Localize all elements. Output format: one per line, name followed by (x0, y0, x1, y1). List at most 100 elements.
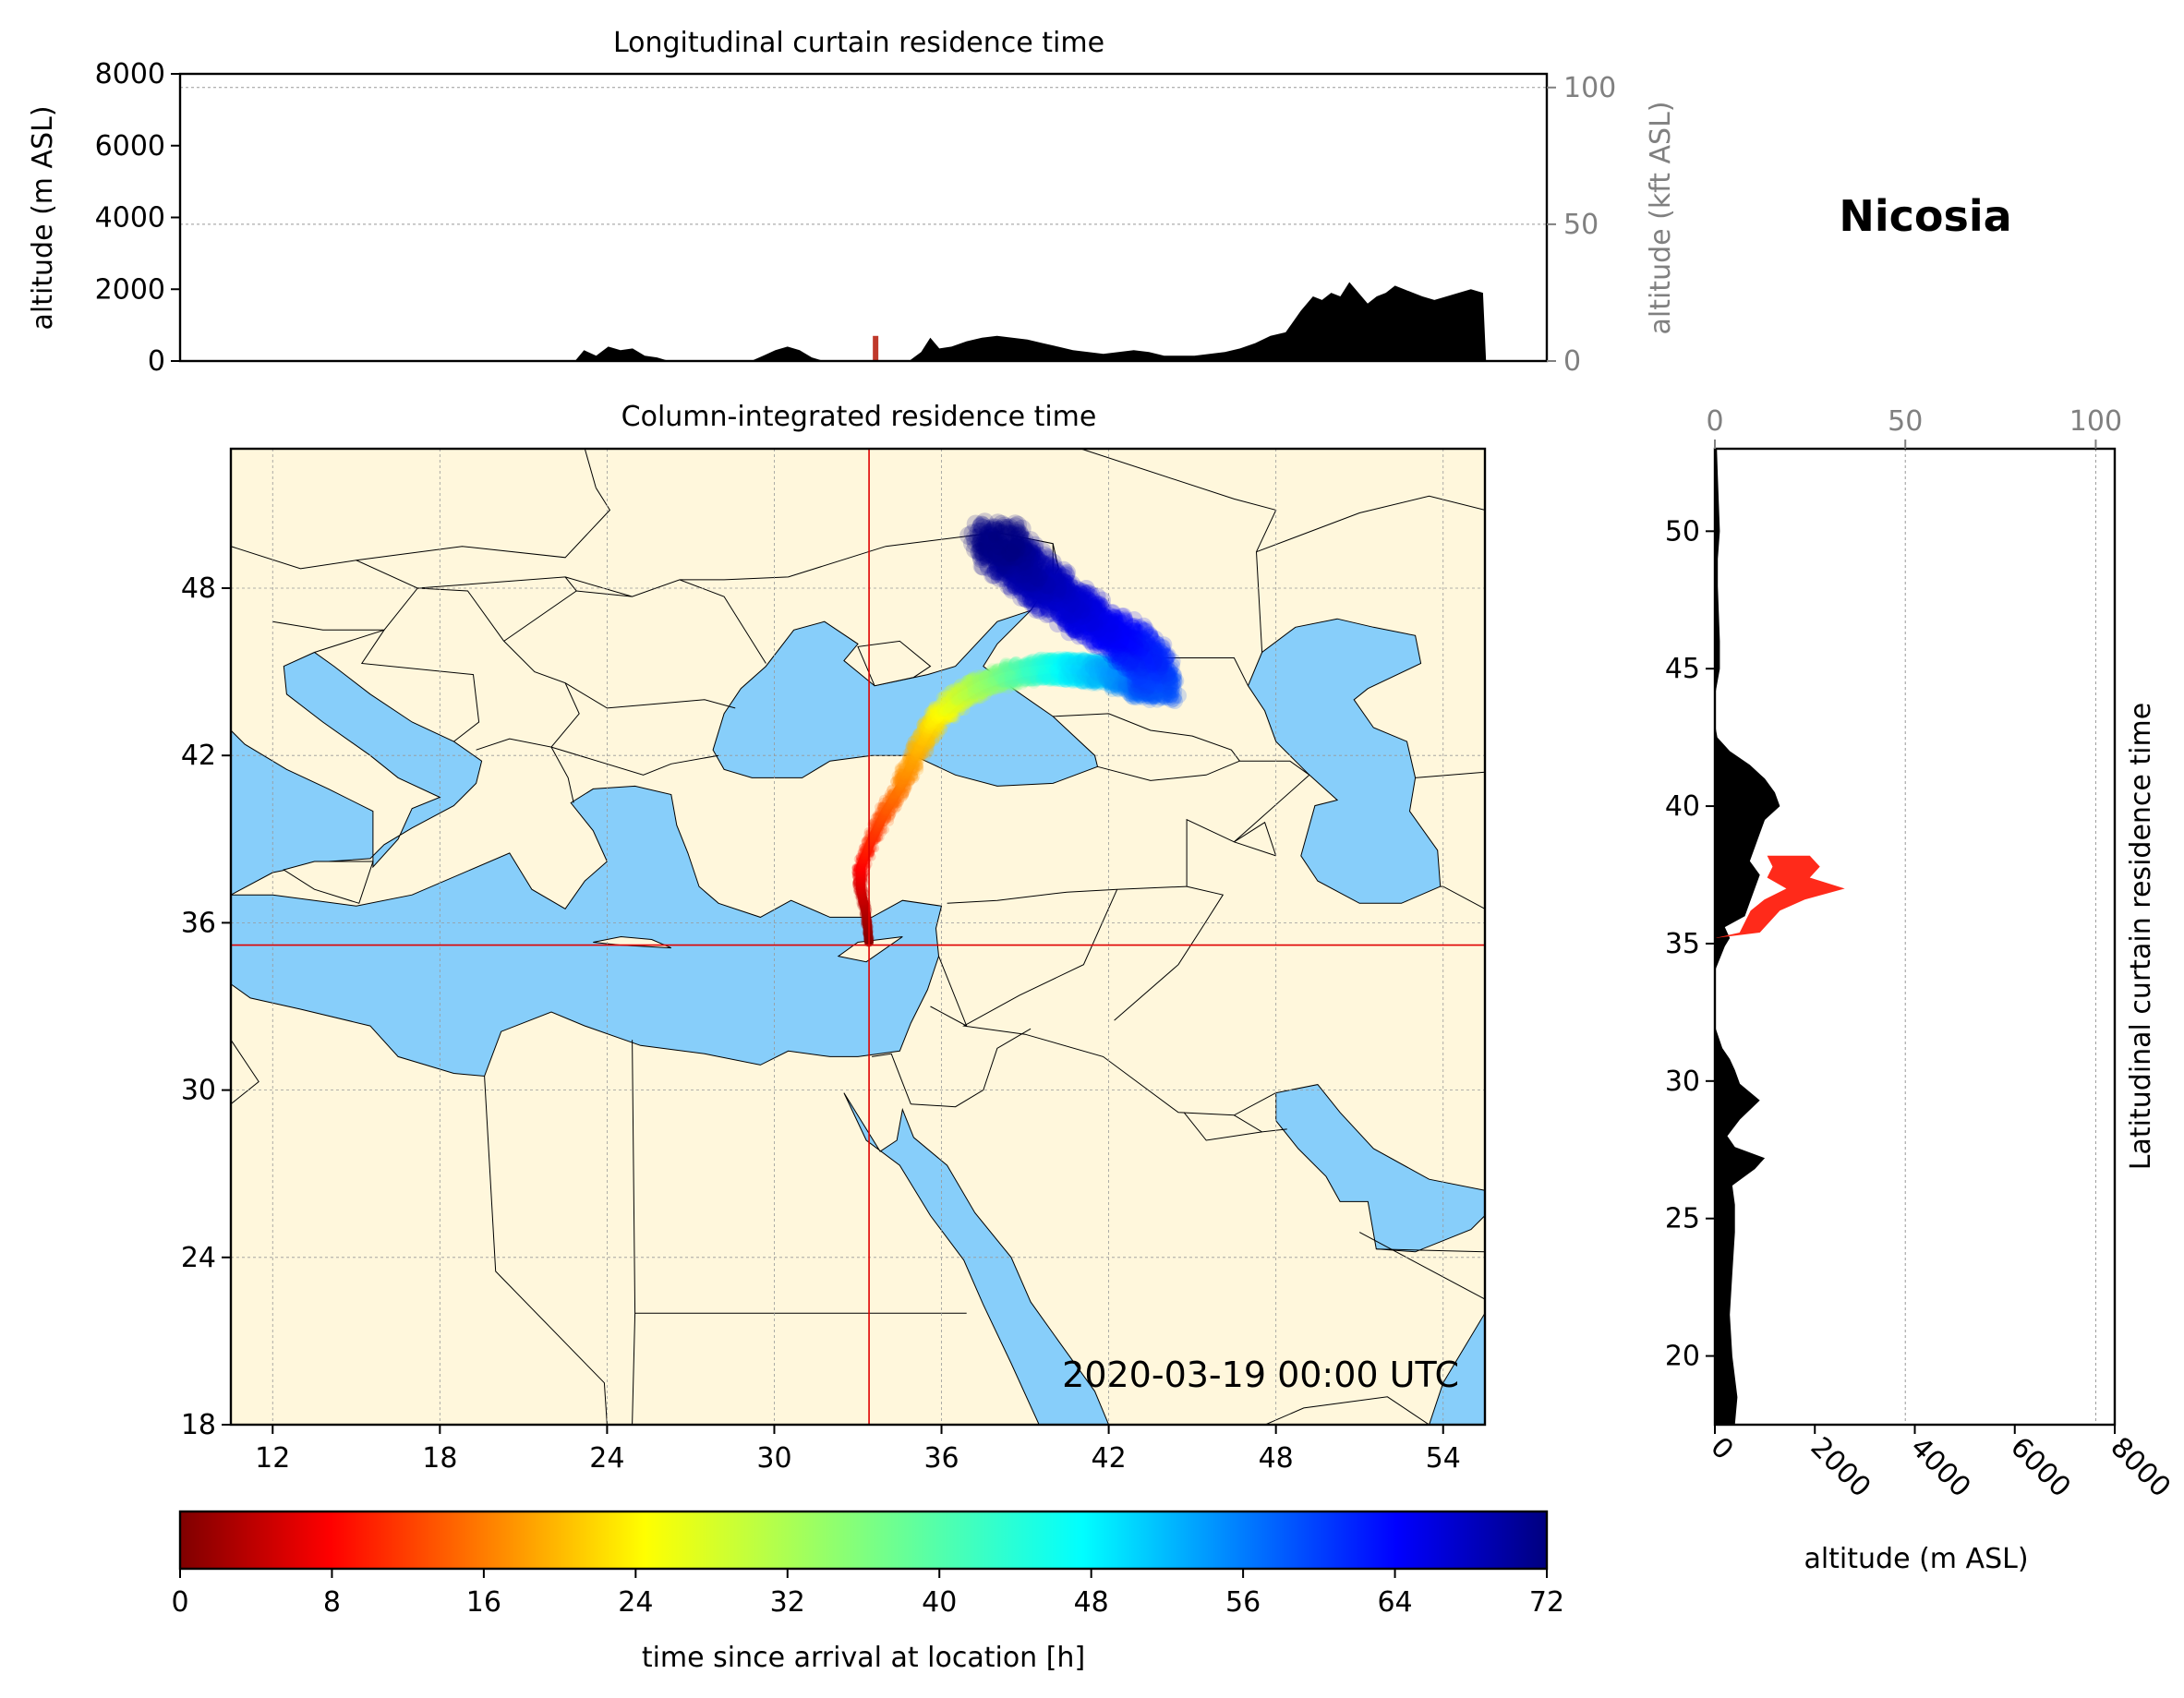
trajectory-point (987, 531, 997, 541)
plume-particle (967, 680, 980, 693)
plume-particle (948, 712, 960, 724)
tick-label: 18 (422, 1442, 457, 1475)
plume-particle (923, 706, 935, 719)
plume-particle (937, 701, 949, 714)
border-line (503, 579, 766, 664)
border-line (872, 1053, 911, 1104)
plume-particle (947, 710, 960, 723)
tick-label: 36 (923, 1442, 959, 1475)
tick-label: 6000 (2004, 1431, 2077, 1504)
plume-particle (891, 770, 902, 781)
border-line (1234, 821, 1277, 857)
tick-label: 8000 (2104, 1431, 2177, 1504)
plume-particle (930, 710, 942, 722)
plume-particle (959, 526, 979, 546)
plume-particle (936, 724, 948, 736)
plume-particle (890, 777, 901, 788)
plume-particle (957, 688, 970, 701)
map-panel: Column-integrated residence time 12 18 24 3… (181, 401, 1487, 1475)
plume-particle (965, 673, 979, 686)
sea-polygon (1275, 1084, 1485, 1253)
tick-label: 2000 (95, 273, 165, 306)
plume-particle (916, 718, 928, 730)
plume-particle (925, 719, 937, 731)
plume-particle (939, 697, 952, 710)
border-line (1239, 760, 1310, 776)
plume-particle (920, 750, 931, 762)
seas (231, 609, 1485, 1425)
border-line (1256, 495, 1485, 553)
plume-particle (946, 711, 959, 723)
plume-particle (950, 682, 963, 695)
border-line (1358, 1232, 1485, 1300)
tick-label: 2000 (1804, 1431, 1877, 1504)
plume-particle (971, 669, 984, 682)
tick-label: 100 (2069, 405, 2122, 438)
plume-particle (907, 736, 919, 747)
plume-particle (928, 701, 940, 713)
border-line (476, 641, 580, 751)
tick-label: 18 (181, 1409, 216, 1441)
plume-particle (928, 713, 940, 726)
plume-particle (925, 710, 937, 722)
tick-label: 8000 (95, 58, 165, 90)
plume-particle (895, 768, 907, 779)
plume-particle (897, 765, 909, 777)
plume-particle (945, 684, 957, 697)
tick-label: 12 (255, 1442, 290, 1475)
tick-label: 32 (770, 1586, 805, 1619)
timestamp: 2020-03-19 00:00 UTC (1062, 1355, 1459, 1395)
plume-particle (963, 692, 976, 705)
border-line (1376, 1248, 1485, 1253)
plume-particle (894, 765, 905, 776)
plume-particle (947, 686, 959, 699)
plume-particle (979, 688, 992, 702)
tick-label: 0 (1706, 405, 1723, 438)
plume-particle (963, 694, 976, 707)
tick-label: 20 (1665, 1341, 1700, 1373)
plume-particle (913, 762, 924, 773)
plume-particle (962, 674, 976, 688)
plume-particle (948, 691, 961, 704)
plume-particle (971, 675, 983, 688)
tick-label: 72 (1529, 1586, 1564, 1619)
tick-label: 42 (1092, 1442, 1127, 1475)
tick-label: 48 (181, 572, 216, 605)
plume-particle (923, 741, 935, 753)
plume-particle (920, 720, 932, 732)
plume-particle (928, 703, 941, 715)
plume-particle (936, 704, 949, 717)
tick-label: 42 (181, 740, 216, 772)
plume-particle (894, 763, 905, 774)
border-line (1114, 885, 1225, 1021)
plume-particle (932, 729, 944, 741)
latitudinal-x-ticks-top: 0 50 100 (1706, 405, 2122, 449)
plume-particle (946, 683, 959, 696)
plume-particle (992, 514, 1011, 534)
plume-particle (916, 722, 928, 734)
plume-particle (968, 687, 982, 700)
border-line (930, 956, 968, 1028)
border-line (1263, 1396, 1430, 1425)
plume-particle (975, 691, 988, 704)
border-line (231, 546, 418, 589)
latitudinal-x-ticks: 0 2000 4000 6000 8000 (1704, 1425, 2177, 1504)
island (283, 861, 374, 904)
plume-particle (926, 716, 938, 728)
plume-particle (935, 704, 947, 717)
arrival-marker (873, 335, 879, 361)
plume-particle (979, 687, 992, 700)
plume-particle (910, 771, 921, 782)
colorbar-gradient (178, 1510, 1549, 1571)
latitudinal-panel: 0 2000 4000 6000 8000 0 50 100 20253035404550 … (1665, 405, 2177, 1575)
tick-label: 0 (171, 1586, 188, 1619)
tick-label: 30 (756, 1442, 791, 1475)
plume-particle (923, 744, 935, 755)
plume-particle (948, 688, 961, 701)
plume-particle (971, 676, 985, 690)
plume-particle (934, 728, 946, 740)
colorbar: 0 8 16 24 32 40 48 56 64 72 time since arrival at… (171, 1510, 1564, 1674)
plume-particle (945, 692, 958, 705)
